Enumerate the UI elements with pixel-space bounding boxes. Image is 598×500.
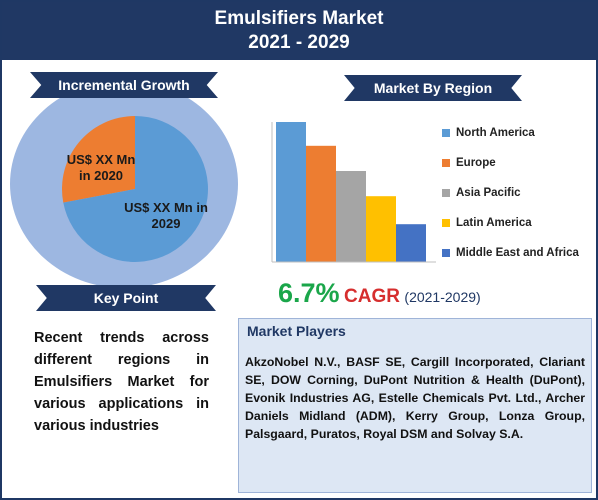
legend-item: Latin America <box>442 208 592 238</box>
legend-label: Middle East and Africa <box>456 247 579 259</box>
region-legend: North America Europe Asia Pacific Latin Ame… <box>442 118 592 268</box>
legend-item: Europe <box>442 148 592 178</box>
pie-slice-2020 <box>61 116 135 203</box>
legend-label: Latin America <box>456 217 532 229</box>
legend-label: Asia Pacific <box>456 187 521 199</box>
key-point-label: Key Point <box>93 290 159 306</box>
legend-item: North America <box>442 118 592 148</box>
legend-label: Europe <box>456 157 496 169</box>
market-players-list: AkzoNobel N.V., BASF SE, Cargill Incorpo… <box>245 355 585 441</box>
market-players-title: Market Players <box>247 323 346 339</box>
region-bar-chart <box>271 122 436 263</box>
legend-swatch <box>442 159 450 167</box>
pie-label-2020: US$ XX Mn in 2020 <box>66 152 136 183</box>
legend-item: Middle East and Africa <box>442 238 592 268</box>
market-by-region-label: Market By Region <box>373 80 493 96</box>
incremental-growth-label: Incremental Growth <box>58 77 190 93</box>
legend-swatch <box>442 219 450 227</box>
header-banner: Emulsifiers Market 2021 - 2029 <box>2 2 596 60</box>
key-point-ribbon: Key Point <box>36 285 216 311</box>
bar-europe <box>306 145 336 262</box>
cagr-value: 6.7% <box>278 278 340 308</box>
bar-middle-east-and-africa <box>396 224 426 262</box>
incremental-growth-ribbon: Incremental Growth <box>30 72 218 98</box>
market-players-box: Market Players AkzoNobel N.V., BASF SE, … <box>238 318 592 493</box>
key-point-text: Recent trends across different regions i… <box>34 330 209 434</box>
cagr-period: (2021-2029) <box>404 289 481 305</box>
legend-label: North America <box>456 127 535 139</box>
legend-swatch <box>442 189 450 197</box>
cagr-label: CAGR <box>344 286 400 307</box>
bar-latin-america <box>366 196 396 262</box>
legend-swatch <box>442 129 450 137</box>
incremental-growth-pie <box>61 116 209 262</box>
bar-north-america <box>276 122 306 262</box>
pie-slice-2029 <box>63 116 209 262</box>
legend-swatch <box>442 249 450 257</box>
legend-item: Asia Pacific <box>442 178 592 208</box>
page-title: Emulsifiers Market <box>214 8 384 29</box>
bar-asia-pacific <box>336 171 366 262</box>
pie-label-2029: US$ XX Mn in 2029 <box>124 200 208 231</box>
market-by-region-ribbon: Market By Region <box>344 75 522 101</box>
page-subtitle-years: 2021 - 2029 <box>248 32 350 53</box>
cagr-line: 6.7% CAGR (2021-2029) <box>278 278 578 309</box>
